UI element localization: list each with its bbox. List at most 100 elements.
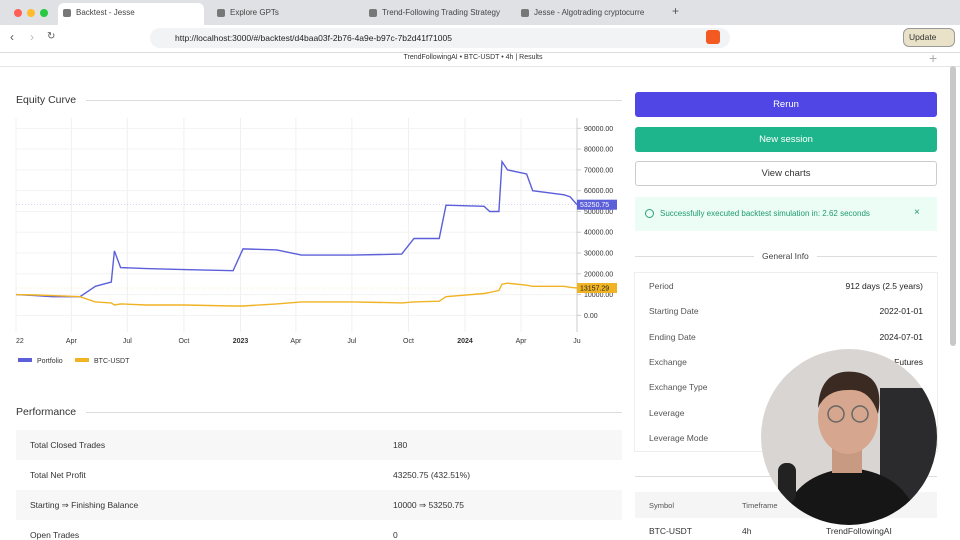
label: Open Trades <box>30 530 80 540</box>
max-dot[interactable] <box>40 9 48 17</box>
info-row: Leverage Mode <box>635 426 937 451</box>
tab[interactable]: Jesse - Algotrading cryptocurre <box>516 3 662 22</box>
label: Period <box>649 281 674 291</box>
y-tick-label: 70000.00 <box>584 167 613 174</box>
label: Starting ⇒ Finishing Balance <box>30 500 139 510</box>
value-label: 53250.75 <box>580 202 609 209</box>
label: Leverage <box>649 407 685 418</box>
divider <box>86 100 622 101</box>
url: http://localhost:3000/#/backtest/d4baa03… <box>175 33 452 43</box>
update-button[interactable]: Update <box>903 28 955 47</box>
legend-swatch <box>75 358 89 362</box>
page-header <box>0 52 960 67</box>
section-title: Performance <box>16 406 77 418</box>
label: Total Net Profit <box>30 470 86 480</box>
equity-chart: 0.00 10000.00 20000.00 30000.00 40000.00 5000… <box>15 118 617 365</box>
label: Ending Date <box>649 331 696 342</box>
x-tick-label: Apr <box>290 338 302 345</box>
alert-close[interactable]: × <box>914 207 920 218</box>
legend-label: Portfolio <box>37 358 63 365</box>
cell: 4h <box>742 526 752 536</box>
breadcrumb: TrendFollowingAI • BTC-USDT • 4h | Resul… <box>403 54 543 61</box>
x-tick-label: Ju <box>573 338 581 345</box>
webcam <box>761 349 937 525</box>
y-tick-label: 30000.00 <box>584 251 613 258</box>
x-tick-label: Apr <box>66 338 78 345</box>
perf-row: Open Trades 0 <box>16 520 622 540</box>
reload[interactable]: ↻ <box>47 31 56 42</box>
info-row: Starting Date 2022-01-01 <box>635 299 937 324</box>
value-badge <box>577 283 617 294</box>
rerun-button[interactable]: Rerun <box>635 92 937 117</box>
x-tick-label: 2023 <box>233 338 249 345</box>
info-row: Exchange Futures <box>635 350 937 375</box>
cell: BTC-USDT <box>649 526 692 536</box>
info-row: Ending Date 2024-07-01 <box>635 325 937 350</box>
value: 10000 ⇒ 53250.75 <box>393 500 464 510</box>
y-tick-label: 50000.00 <box>584 209 613 216</box>
tab[interactable]: Trend-Following Trading Strategy <box>364 3 510 22</box>
header: Timeframe <box>742 501 778 510</box>
perf-row: Starting ⇒ Finishing Balance 10000 ⇒ 5325… <box>16 490 622 520</box>
value: 912 days (2.5 years) <box>845 281 923 291</box>
perf-row: Total Closed Trades 180 <box>16 430 622 460</box>
y-tick-label: 40000.00 <box>584 230 613 237</box>
value: 0 <box>393 530 398 540</box>
label: Total Closed Trades <box>30 440 106 450</box>
value: 180 <box>393 440 408 450</box>
close-dot[interactable] <box>14 9 22 17</box>
divider <box>86 412 622 413</box>
section-title: Equity Curve <box>16 94 77 106</box>
label: Starting Date <box>649 306 699 317</box>
x-tick-label: Jul <box>347 338 356 345</box>
label: New session <box>759 134 813 145</box>
tab[interactable]: Backtest - Jesse <box>58 3 204 25</box>
perf-row: Total Net Profit 43250.75 (432.51%) <box>16 460 622 490</box>
y-tick-label: 20000.00 <box>584 271 613 278</box>
y-tick-label: 60000.00 <box>584 188 613 195</box>
header: Symbol <box>649 501 675 510</box>
x-tick-label: Oct <box>403 338 414 345</box>
scrollbar <box>950 66 956 346</box>
back[interactable]: ‹ <box>10 30 14 44</box>
legend-swatch <box>18 358 32 362</box>
add[interactable]: + <box>929 50 938 66</box>
x-tick-label: Oct <box>178 338 189 345</box>
new-tab[interactable]: + <box>672 4 680 18</box>
address-bar[interactable] <box>150 28 730 48</box>
value-label: 13157.29 <box>580 286 609 293</box>
plot-area <box>16 118 577 332</box>
label: Exchange Type <box>649 382 708 393</box>
new-session-button[interactable]: New session <box>635 127 937 152</box>
y-tick-label: 90000.00 <box>584 126 613 133</box>
value: 43250.75 (432.51%) <box>393 470 471 480</box>
x-tick-label: Apr <box>516 338 528 345</box>
x-tick-label: 2024 <box>457 338 473 345</box>
brave-icon[interactable] <box>706 30 720 44</box>
tab[interactable]: Explore GPTs <box>212 3 358 22</box>
y-tick-label: 80000.00 <box>584 147 613 154</box>
cell: TrendFollowingAI <box>826 526 892 536</box>
info-row: Period 912 days (2.5 years) <box>635 274 937 299</box>
section-title: General Info <box>754 251 817 261</box>
label: Exchange <box>649 356 687 367</box>
min-dot[interactable] <box>27 9 35 17</box>
check-icon <box>645 209 654 218</box>
series-line <box>15 159 578 298</box>
y-tick-label: 0.00 <box>584 313 598 320</box>
label: View charts <box>761 168 811 179</box>
value: 2022-01-01 <box>879 306 923 317</box>
alert-text: Successfully executed backtest simulatio… <box>660 209 870 218</box>
info-row: Leverage <box>635 401 937 426</box>
x-tick-label: 22 <box>16 338 24 345</box>
legend-label: BTC-USDT <box>94 358 130 365</box>
info-row: Exchange Type <box>635 375 937 400</box>
view-charts-button[interactable]: View charts <box>635 161 937 186</box>
x-tick-label: Jul <box>123 338 132 345</box>
value: Futures <box>894 356 923 367</box>
label: Rerun <box>773 99 799 110</box>
forward[interactable]: › <box>30 30 34 44</box>
label: Leverage Mode <box>649 432 709 443</box>
value: 2024-07-01 <box>879 331 923 342</box>
